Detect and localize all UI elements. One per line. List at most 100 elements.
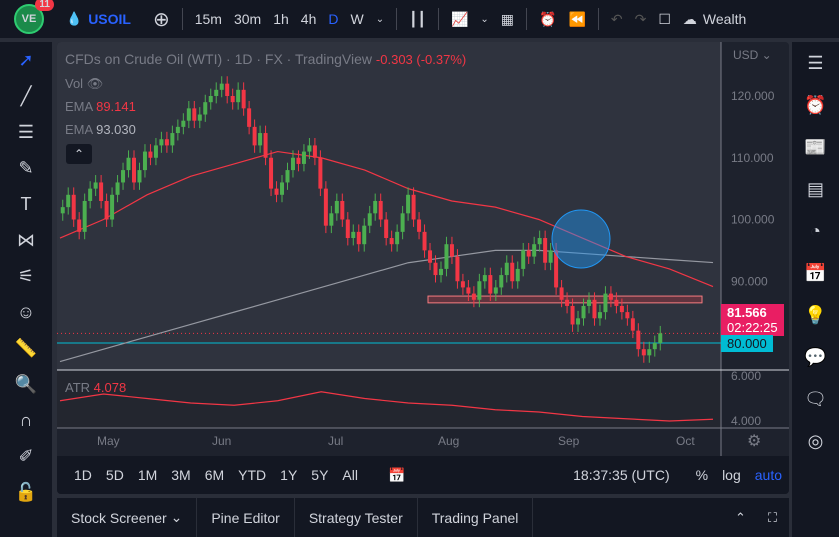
- interval-15m[interactable]: 15m: [194, 11, 222, 27]
- range-1m[interactable]: 1M: [137, 467, 158, 483]
- replay-icon[interactable]: ⏪: [568, 10, 586, 27]
- candle-body: [515, 268, 520, 282]
- candle-body: [477, 281, 482, 300]
- x-tick-label: Jun: [212, 434, 231, 448]
- data-window-icon[interactable]: ▤: [806, 178, 824, 199]
- chat-rooms-icon[interactable]: 🗨: [804, 388, 827, 409]
- candles-icon[interactable]: ┃┃: [409, 10, 426, 27]
- candle-body: [318, 157, 323, 189]
- interval-1h[interactable]: 1h: [273, 11, 289, 27]
- candle-body: [88, 188, 93, 201]
- candle-body: [510, 262, 515, 282]
- interval-30m[interactable]: 30m: [233, 11, 262, 27]
- redo-icon[interactable]: ↷: [634, 10, 647, 27]
- fullscreen-square-icon[interactable]: ☐: [658, 10, 671, 27]
- prediction-icon[interactable]: ⚟: [17, 265, 35, 286]
- chat-icon[interactable]: 💬: [804, 346, 827, 367]
- candle-body: [362, 225, 367, 245]
- range-5d[interactable]: 5D: [105, 467, 124, 483]
- tab-pine-editor[interactable]: Pine Editor: [197, 498, 295, 537]
- calendar-icon[interactable]: 📅: [804, 262, 827, 283]
- tab-trading-panel[interactable]: Trading Panel: [418, 498, 534, 537]
- candle-body: [608, 293, 613, 300]
- range-5y[interactable]: 5Y: [311, 467, 329, 483]
- alert-clock-icon[interactable]: ⏰: [539, 10, 557, 27]
- percent-toggle[interactable]: %: [695, 467, 709, 483]
- range-bar: 1D 5D 1M 3M 6M YTD 1Y 5Y All 📅 18:37:35 …: [57, 456, 789, 494]
- lock-drawing-icon[interactable]: ✐: [18, 445, 34, 466]
- candle-body: [82, 200, 87, 232]
- help-icon[interactable]: ◎: [807, 430, 824, 451]
- brush-icon[interactable]: ✎: [18, 157, 34, 178]
- candle-body: [647, 349, 652, 356]
- candle-body: [236, 89, 241, 103]
- range-all[interactable]: All: [342, 467, 358, 483]
- price-chart[interactable]: 120.000 110.000 100.000 90.000 6.000 4.000 May…: [57, 42, 789, 456]
- wealth-label[interactable]: Wealth: [702, 11, 747, 27]
- range-1d[interactable]: 1D: [74, 467, 92, 483]
- undo-icon[interactable]: ↶: [610, 10, 623, 27]
- candle-body: [373, 200, 378, 214]
- candle-body: [329, 213, 334, 226]
- compare-add-icon[interactable]: ⊕: [152, 8, 170, 31]
- candle-body: [351, 231, 356, 239]
- goto-date-icon[interactable]: 📅: [387, 466, 406, 483]
- emoji-icon[interactable]: ☺: [16, 301, 36, 322]
- magnet-icon[interactable]: ∩: [19, 409, 33, 430]
- fib-icon[interactable]: ☰: [17, 121, 35, 142]
- alerts-icon[interactable]: ⏰: [804, 94, 827, 115]
- ruler-icon[interactable]: 📏: [14, 337, 38, 358]
- candle-body: [334, 200, 339, 214]
- eye-off-icon[interactable]: 👁: [86, 76, 104, 91]
- candle-body: [614, 299, 619, 306]
- tab-stock-screener[interactable]: Stock Screener ⌄: [57, 498, 198, 537]
- chevron-down-icon[interactable]: ⌄: [480, 13, 489, 25]
- interval-4h[interactable]: 4h: [300, 11, 317, 27]
- symbol-search[interactable]: USOIL: [88, 11, 131, 27]
- currency-selector[interactable]: USD: [733, 48, 759, 62]
- ideas-bulb-icon[interactable]: 💡: [804, 304, 827, 325]
- watchlist-icon[interactable]: ☰: [807, 52, 824, 73]
- candle-body: [252, 126, 257, 146]
- lock-icon[interactable]: 🔓: [14, 481, 38, 502]
- range-ytd[interactable]: YTD: [238, 467, 267, 483]
- logo-avatar[interactable]: VE 11: [14, 0, 54, 34]
- tab-strategy-tester[interactable]: Strategy Tester: [295, 498, 418, 537]
- collapse-legend-button[interactable]: ⌃: [66, 144, 92, 164]
- log-toggle[interactable]: log: [722, 467, 741, 483]
- candle-body: [570, 305, 575, 325]
- zoom-icon[interactable]: 🔍: [14, 373, 38, 394]
- interval-w[interactable]: W: [350, 11, 364, 27]
- range-1y[interactable]: 1Y: [280, 467, 298, 483]
- pattern-icon[interactable]: ⋈: [17, 229, 35, 250]
- clock-time[interactable]: 18:37:35 (UTC): [573, 467, 670, 483]
- text-icon[interactable]: T: [20, 193, 32, 214]
- candle-body: [148, 151, 153, 158]
- layout-grid-icon[interactable]: ▦: [500, 10, 515, 27]
- candle-body: [214, 89, 219, 96]
- candle-body: [603, 293, 608, 313]
- candle-body: [159, 139, 164, 146]
- cloud-check-icon[interactable]: ☁: [682, 10, 697, 27]
- highlight-circle: [551, 209, 611, 269]
- range-6m[interactable]: 6M: [204, 467, 225, 483]
- candle-body: [225, 83, 230, 96]
- collapse-panel-icon[interactable]: ⌃: [734, 509, 746, 525]
- hotlist-icon[interactable]: ◔: [810, 220, 821, 241]
- candle-body: [290, 157, 295, 171]
- chevron-down-icon[interactable]: ⌄: [375, 13, 385, 25]
- interval-d[interactable]: D: [328, 11, 339, 27]
- trend-line-icon[interactable]: ╱: [20, 85, 32, 106]
- settings-gear-icon[interactable]: ⚙: [747, 433, 762, 450]
- news-icon[interactable]: 📰: [804, 136, 827, 157]
- auto-toggle[interactable]: auto: [754, 467, 782, 483]
- chart-panel[interactable]: 120.000 110.000 100.000 90.000 6.000 4.000 May…: [57, 42, 789, 494]
- candle-body: [263, 133, 268, 158]
- candle-body: [186, 108, 191, 121]
- y-tick-label: 100.000: [731, 213, 775, 227]
- atr-tick-label: 6.000: [731, 369, 761, 383]
- indicators-icon[interactable]: 📈: [450, 10, 469, 27]
- cursor-icon[interactable]: ➚: [18, 49, 34, 70]
- maximize-panel-icon[interactable]: ⛶: [767, 509, 777, 525]
- range-3m[interactable]: 3M: [171, 467, 191, 483]
